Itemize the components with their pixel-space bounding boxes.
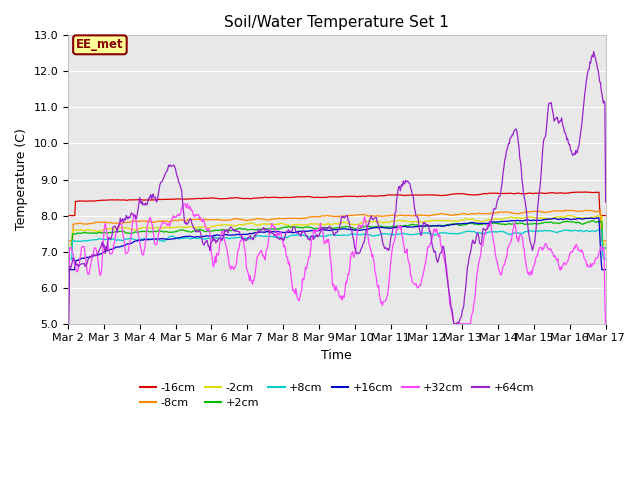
+16cm bbox=[595, 215, 603, 221]
-16cm bbox=[582, 189, 589, 195]
+16cm bbox=[381, 225, 388, 231]
+32cm bbox=[184, 201, 191, 206]
+2cm bbox=[434, 223, 442, 229]
+8cm bbox=[552, 229, 560, 235]
-2cm bbox=[328, 221, 336, 227]
-2cm bbox=[381, 220, 388, 226]
-2cm bbox=[434, 217, 442, 223]
Line: +16cm: +16cm bbox=[68, 218, 605, 270]
-2cm bbox=[64, 241, 72, 247]
+64cm bbox=[552, 115, 560, 121]
-2cm bbox=[205, 225, 213, 231]
-8cm bbox=[64, 238, 72, 244]
-16cm bbox=[602, 213, 609, 218]
+32cm bbox=[182, 205, 190, 211]
+32cm bbox=[329, 283, 337, 288]
-8cm bbox=[552, 208, 560, 214]
+16cm bbox=[64, 267, 72, 273]
-8cm bbox=[434, 211, 442, 217]
-8cm bbox=[602, 238, 609, 244]
+64cm bbox=[182, 219, 190, 225]
+64cm bbox=[205, 244, 213, 250]
+2cm bbox=[588, 217, 596, 223]
Line: +2cm: +2cm bbox=[68, 220, 605, 248]
+2cm bbox=[182, 228, 190, 234]
Title: Soil/Water Temperature Set 1: Soil/Water Temperature Set 1 bbox=[225, 15, 449, 30]
-2cm bbox=[182, 225, 190, 231]
+16cm bbox=[182, 234, 190, 240]
+16cm bbox=[328, 227, 336, 232]
+16cm bbox=[205, 233, 213, 239]
+64cm bbox=[602, 199, 609, 205]
+64cm bbox=[64, 321, 72, 327]
+8cm bbox=[328, 232, 336, 238]
-16cm bbox=[328, 194, 336, 200]
+64cm bbox=[381, 246, 388, 252]
-2cm bbox=[552, 214, 560, 220]
+64cm bbox=[590, 48, 598, 54]
-2cm bbox=[566, 213, 573, 218]
+8cm bbox=[566, 227, 573, 233]
Legend: -16cm, -8cm, -2cm, +2cm, +8cm, +16cm, +32cm, +64cm: -16cm, -8cm, -2cm, +2cm, +8cm, +16cm, +3… bbox=[135, 378, 538, 413]
-8cm bbox=[584, 207, 591, 213]
+8cm bbox=[64, 256, 72, 262]
Line: -2cm: -2cm bbox=[68, 216, 605, 244]
-8cm bbox=[182, 218, 190, 224]
-2cm bbox=[602, 241, 609, 247]
-16cm bbox=[381, 193, 388, 199]
+8cm bbox=[182, 235, 190, 241]
+2cm bbox=[205, 228, 213, 234]
+16cm bbox=[602, 267, 609, 273]
-16cm bbox=[205, 195, 213, 201]
+64cm bbox=[328, 229, 336, 235]
+32cm bbox=[206, 230, 214, 236]
+8cm bbox=[602, 256, 609, 262]
Line: +64cm: +64cm bbox=[68, 51, 605, 324]
-16cm bbox=[182, 196, 190, 202]
-8cm bbox=[381, 213, 388, 219]
+2cm bbox=[64, 245, 72, 251]
Line: -16cm: -16cm bbox=[68, 192, 605, 216]
+16cm bbox=[434, 223, 442, 228]
+2cm bbox=[381, 224, 388, 230]
Text: EE_met: EE_met bbox=[76, 38, 124, 51]
Y-axis label: Temperature (C): Temperature (C) bbox=[15, 129, 28, 230]
+8cm bbox=[205, 236, 213, 241]
+32cm bbox=[64, 321, 72, 327]
+16cm bbox=[552, 216, 560, 222]
+32cm bbox=[602, 321, 609, 327]
-16cm bbox=[64, 213, 72, 218]
-8cm bbox=[328, 213, 336, 219]
Line: +32cm: +32cm bbox=[68, 204, 605, 324]
Line: -8cm: -8cm bbox=[68, 210, 605, 241]
-16cm bbox=[552, 191, 560, 196]
+2cm bbox=[552, 220, 560, 226]
+32cm bbox=[381, 298, 389, 304]
-8cm bbox=[205, 217, 213, 223]
Line: +8cm: +8cm bbox=[68, 230, 605, 259]
-16cm bbox=[434, 192, 442, 198]
+64cm bbox=[434, 259, 442, 265]
X-axis label: Time: Time bbox=[321, 349, 352, 362]
+2cm bbox=[328, 226, 336, 231]
+2cm bbox=[602, 245, 609, 251]
+32cm bbox=[553, 258, 561, 264]
+32cm bbox=[435, 234, 442, 240]
+8cm bbox=[434, 231, 442, 237]
+8cm bbox=[381, 231, 388, 237]
